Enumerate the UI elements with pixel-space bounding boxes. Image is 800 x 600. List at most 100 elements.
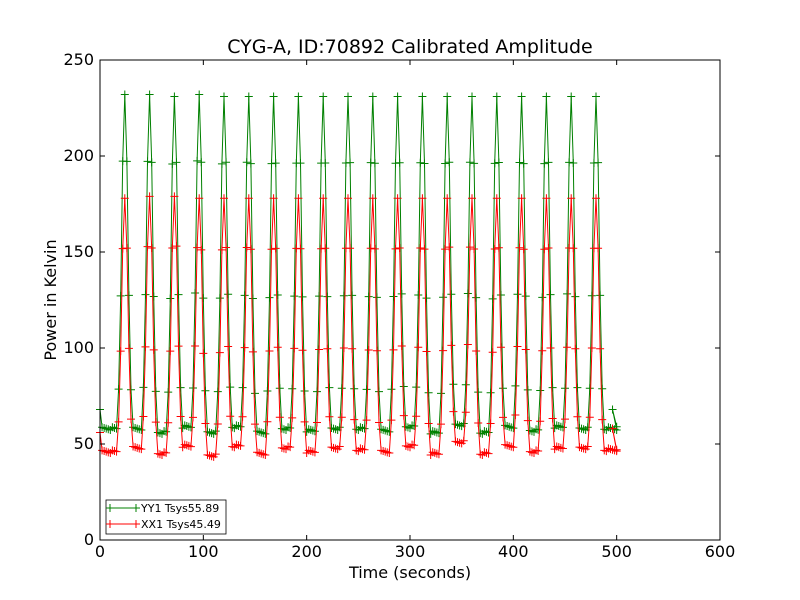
- data-point: [430, 427, 439, 436]
- legend-label-xx1: XX1 Tsys45.49: [141, 518, 221, 531]
- data-point: [120, 194, 129, 203]
- data-point: [600, 446, 609, 455]
- data-point: [474, 388, 483, 397]
- data-point: [490, 245, 499, 254]
- data-point: [265, 293, 274, 302]
- data-point: [222, 243, 231, 252]
- data-point: [501, 421, 510, 430]
- data-point: [248, 347, 257, 356]
- data-point: [418, 194, 427, 203]
- data-point: [242, 158, 251, 167]
- data-point: [366, 158, 375, 167]
- data-point: [517, 194, 526, 203]
- data-point: [461, 380, 470, 389]
- data-point: [176, 412, 185, 421]
- data-point: [523, 385, 532, 394]
- data-point: [259, 450, 268, 459]
- data-point: [143, 242, 152, 251]
- data-point: [306, 425, 315, 434]
- data-point: [503, 441, 512, 450]
- data-point: [193, 243, 202, 252]
- data-point: [240, 291, 249, 300]
- data-point: [133, 424, 142, 433]
- data-point: [447, 341, 456, 350]
- data-point: [416, 158, 425, 167]
- data-point: [465, 158, 474, 167]
- data-point: [509, 443, 518, 452]
- data-point: [164, 418, 173, 427]
- data-point: [563, 343, 572, 352]
- data-point: [521, 345, 530, 354]
- data-point: [269, 92, 278, 101]
- data-point: [579, 425, 588, 434]
- data-point: [108, 423, 117, 432]
- data-point: [399, 411, 408, 420]
- data-point: [583, 423, 592, 432]
- data-point: [569, 159, 578, 168]
- data-point: [486, 419, 495, 428]
- data-point: [486, 388, 495, 397]
- data-point: [494, 158, 503, 167]
- data-point: [430, 448, 439, 457]
- data-point: [408, 440, 417, 449]
- data-point: [203, 427, 212, 436]
- data-point: [513, 342, 522, 351]
- data-point: [164, 388, 173, 397]
- data-point: [587, 344, 596, 352]
- data-point: [151, 418, 160, 427]
- data-point: [381, 426, 390, 435]
- data-point: [211, 450, 220, 459]
- data-point: [220, 194, 228, 203]
- data-point: [358, 423, 367, 432]
- data-point: [472, 347, 481, 356]
- data-point: [482, 427, 491, 436]
- data-point: [509, 424, 518, 433]
- data-point: [434, 429, 443, 438]
- data-point: [606, 423, 615, 432]
- data-point: [271, 159, 280, 168]
- data-point: [213, 420, 222, 429]
- data-point: [294, 92, 303, 101]
- data-point: [238, 412, 247, 421]
- data-point: [300, 417, 309, 426]
- data-point: [538, 293, 547, 302]
- chart-title: CYG-A, ID:70892 Calibrated Amplitude: [227, 36, 592, 58]
- data-point: [199, 349, 208, 358]
- data-point: [253, 427, 262, 436]
- data-point: [344, 92, 352, 101]
- data-point: [598, 384, 607, 393]
- data-point: [226, 412, 235, 421]
- data-point: [186, 423, 195, 432]
- data-point: [168, 244, 177, 253]
- data-point: [189, 384, 197, 393]
- data-point: [422, 347, 431, 356]
- data-point: [453, 420, 462, 429]
- data-point: [116, 291, 125, 300]
- data-point: [492, 92, 501, 101]
- data-point: [207, 429, 216, 438]
- data-point: [571, 344, 580, 353]
- data-point: [352, 446, 361, 455]
- data-point: [327, 423, 336, 432]
- data-point: [507, 442, 516, 451]
- data-point: [205, 428, 214, 437]
- data-point: [437, 420, 445, 429]
- data-point: [383, 427, 392, 436]
- data-point: [592, 194, 600, 203]
- data-point: [381, 447, 390, 456]
- data-point: [195, 90, 204, 99]
- data-point: [403, 423, 412, 432]
- data-point: [224, 290, 233, 299]
- data-point: [437, 389, 445, 398]
- data-point: [102, 424, 111, 433]
- data-point: [350, 384, 359, 393]
- data-point: [441, 245, 450, 254]
- data-point: [488, 294, 497, 303]
- series-xx1: [96, 192, 621, 461]
- data-point: [451, 420, 460, 429]
- data-point: [296, 159, 305, 168]
- data-point: [294, 194, 303, 203]
- data-point: [205, 451, 214, 460]
- data-point: [325, 383, 334, 392]
